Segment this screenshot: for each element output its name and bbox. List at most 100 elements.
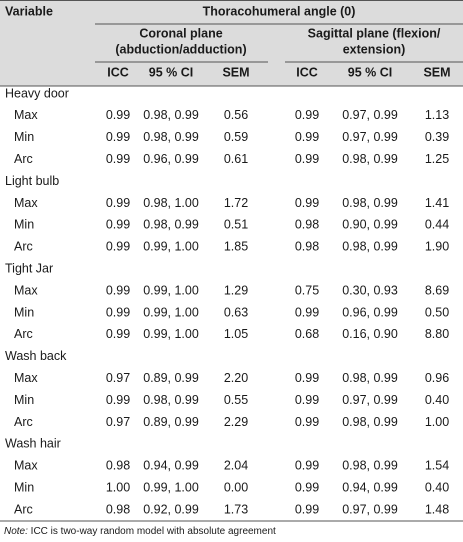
cell: 0.99, 1.00 xyxy=(143,480,199,494)
row-label: Arc xyxy=(14,502,33,516)
cell: 0.16, 0.90 xyxy=(342,327,398,341)
cell: 0.00 xyxy=(224,480,248,494)
column-header: 95 % CI xyxy=(348,65,392,79)
cell: 1.54 xyxy=(425,459,449,473)
note-text: ICC is two-way random model with absolut… xyxy=(28,526,276,537)
cell: 0.99 xyxy=(295,393,319,407)
cell: 1.41 xyxy=(425,196,449,210)
row-label: Max xyxy=(14,108,38,122)
cell: 1.13 xyxy=(425,108,449,122)
cell: 0.99 xyxy=(106,130,130,144)
cell: 0.96, 0.99 xyxy=(143,152,199,166)
row-label: Min xyxy=(14,393,34,407)
row-label: Min xyxy=(14,130,34,144)
cell: 0.90, 0.99 xyxy=(342,218,398,232)
cell: 0.99 xyxy=(106,393,130,407)
cell: 8.80 xyxy=(425,327,449,341)
cell: 0.99 xyxy=(295,130,319,144)
note-label: Note: xyxy=(4,526,28,537)
cell: 0.92, 0.99 xyxy=(143,502,199,516)
cell: 0.75 xyxy=(295,283,319,297)
cell: 0.99 xyxy=(106,152,130,166)
cell: 0.98, 0.99 xyxy=(342,152,398,166)
cell: 0.99 xyxy=(106,218,130,232)
cell: 1.05 xyxy=(224,327,248,341)
cell: 0.63 xyxy=(224,305,248,319)
cell: 0.99 xyxy=(295,371,319,385)
cell: 0.89, 0.99 xyxy=(143,371,199,385)
sagittal-header: Sagittal plane (flexion/ xyxy=(308,26,441,40)
cell: 0.68 xyxy=(295,327,319,341)
cell: 0.51 xyxy=(224,218,248,232)
cell: 0.99, 1.00 xyxy=(143,240,199,254)
cell: 0.97, 0.99 xyxy=(342,130,398,144)
cell: 0.97, 0.99 xyxy=(342,502,398,516)
cell: 0.99 xyxy=(295,480,319,494)
group-label: Wash back xyxy=(5,349,67,363)
cell: 0.97 xyxy=(106,415,130,429)
row-label: Min xyxy=(14,480,34,494)
cell: 0.99 xyxy=(295,459,319,473)
cell: 0.98 xyxy=(295,240,319,254)
group-header: Thoracohumeral angle (0) xyxy=(203,4,356,18)
cell: 0.97, 0.99 xyxy=(342,108,398,122)
cell: 0.99 xyxy=(295,305,319,319)
cell: 0.98, 0.99 xyxy=(342,196,398,210)
column-header: SEM xyxy=(222,65,249,79)
row-label: Arc xyxy=(14,152,33,166)
column-header: 95 % CI xyxy=(149,65,193,79)
cell: 0.99 xyxy=(295,502,319,516)
cell: 0.96 xyxy=(425,371,449,385)
row-label: Arc xyxy=(14,327,33,341)
cell: 0.99 xyxy=(295,152,319,166)
cell: 0.99 xyxy=(106,305,130,319)
note: Note: ICC is two-way random model with a… xyxy=(4,526,276,537)
cell: 1.90 xyxy=(425,240,449,254)
row-label: Min xyxy=(14,305,34,319)
group-label: Light bulb xyxy=(5,174,59,188)
cell: 1.73 xyxy=(224,502,248,516)
cell: 0.99 xyxy=(295,196,319,210)
cell: 0.98, 0.99 xyxy=(342,371,398,385)
cell: 0.99 xyxy=(106,240,130,254)
coronal-header: Coronal plane xyxy=(139,26,222,40)
cell: 0.98, 0.99 xyxy=(143,108,199,122)
row-label: Min xyxy=(14,218,34,232)
cell: 0.94, 0.99 xyxy=(342,480,398,494)
cell: 0.50 xyxy=(425,305,449,319)
cell: 0.97, 0.99 xyxy=(342,393,398,407)
row-label: Arc xyxy=(14,415,33,429)
cell: 0.98, 0.99 xyxy=(143,130,199,144)
cell: 0.44 xyxy=(425,218,449,232)
cell: 0.98, 0.99 xyxy=(143,218,199,232)
cell: 1.85 xyxy=(224,240,248,254)
cell: 0.39 xyxy=(425,130,449,144)
cell: 0.55 xyxy=(224,393,248,407)
cell: 1.00 xyxy=(425,415,449,429)
cell: 0.40 xyxy=(425,480,449,494)
cell: 0.98, 0.99 xyxy=(342,415,398,429)
cell: 0.99 xyxy=(106,196,130,210)
row-label: Arc xyxy=(14,240,33,254)
cell: 0.61 xyxy=(224,152,248,166)
cell: 0.99, 1.00 xyxy=(143,327,199,341)
cell: 0.94, 0.99 xyxy=(143,459,199,473)
cell: 0.99 xyxy=(295,108,319,122)
cell: 0.56 xyxy=(224,108,248,122)
column-header: ICC xyxy=(296,65,318,79)
cell: 0.98, 0.99 xyxy=(342,459,398,473)
cell: 0.98 xyxy=(106,459,130,473)
cell: 0.40 xyxy=(425,393,449,407)
cell: 8.69 xyxy=(425,283,449,297)
cell: 0.99 xyxy=(295,415,319,429)
cell: 0.98, 0.99 xyxy=(143,393,199,407)
cell: 0.98 xyxy=(295,218,319,232)
cell: 2.29 xyxy=(224,415,248,429)
row-label: Max xyxy=(14,371,38,385)
cell: 1.72 xyxy=(224,196,248,210)
cell: 2.04 xyxy=(224,459,248,473)
cell: 0.97 xyxy=(106,371,130,385)
group-label: Tight Jar xyxy=(5,261,53,275)
header-background xyxy=(0,0,463,86)
cell: 0.98, 1.00 xyxy=(143,196,199,210)
